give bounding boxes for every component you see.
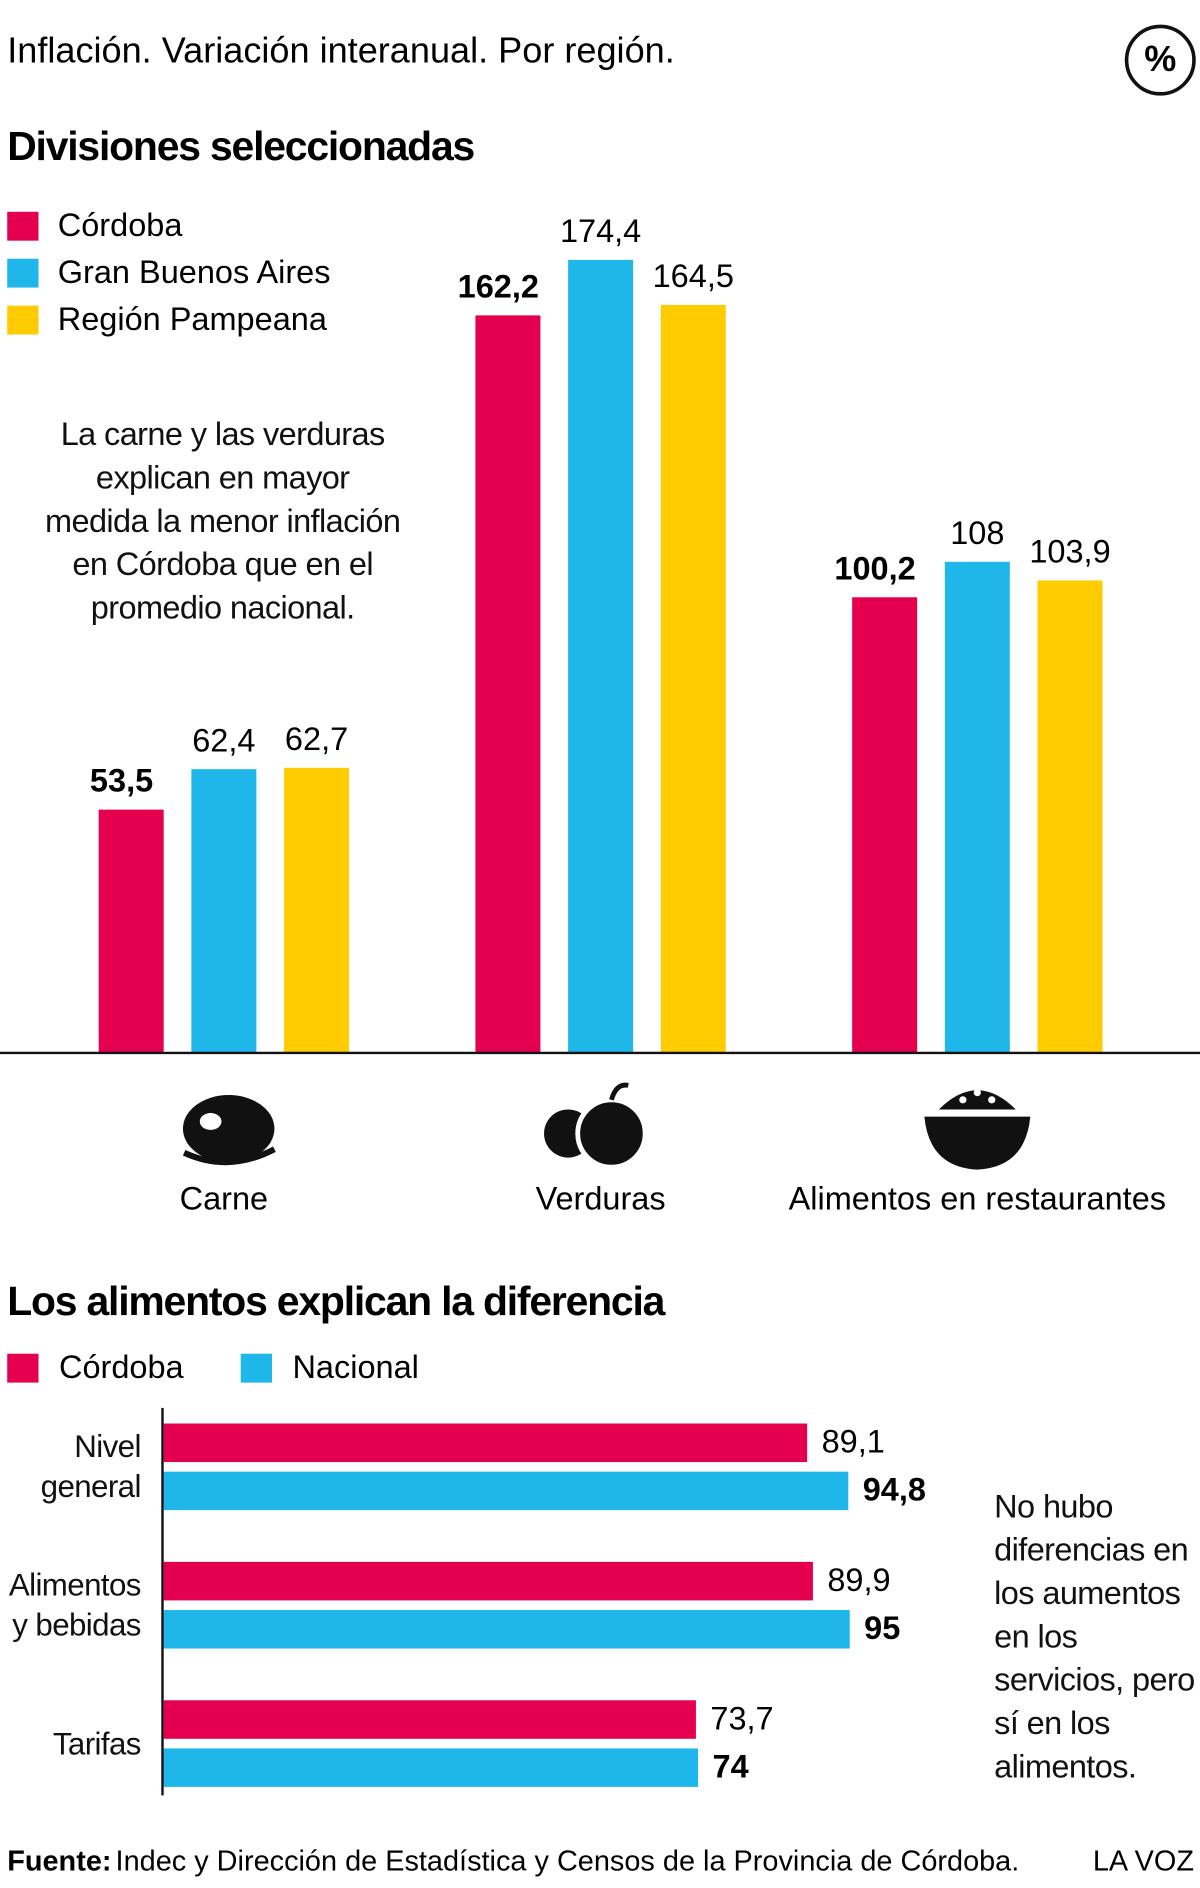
bar (163, 1423, 808, 1463)
value-label: 74 (713, 1748, 749, 1784)
value-label: 95 (864, 1610, 900, 1646)
value-label: 62,7 (285, 721, 348, 757)
category-label: Alimentos en restaurantes (789, 1180, 1166, 1216)
bar (852, 597, 918, 1053)
bar (568, 259, 634, 1053)
section-title: Los alimentos explican la diferencia (7, 1278, 666, 1324)
value-label: 174,4 (560, 213, 641, 249)
bar (284, 767, 350, 1053)
legend-label: Córdoba (58, 207, 184, 243)
vegetable-icon (544, 1082, 648, 1170)
value-label: 164,5 (653, 258, 734, 294)
bar (1037, 580, 1103, 1053)
value-label: 103,9 (1029, 534, 1110, 570)
legend-label: Gran Buenos Aires (58, 254, 331, 290)
bar (163, 1610, 850, 1649)
category-label: Nivel general (40, 1428, 142, 1505)
value-label: 94,8 (863, 1472, 926, 1508)
legend-swatch (240, 1353, 273, 1383)
category-label: Carne (180, 1180, 268, 1216)
legend-swatch (7, 1353, 39, 1383)
value-label: 108 (950, 515, 1004, 551)
value-label: 100,2 (834, 550, 915, 586)
bar (475, 315, 541, 1053)
category-label: Verduras (536, 1180, 666, 1216)
percent-badge (1124, 24, 1196, 96)
legend-label: Córdoba (59, 1349, 185, 1385)
annotation: No hubo diferencias en los aumentos en l… (994, 1488, 1195, 1785)
bar (660, 304, 726, 1053)
bar (163, 1471, 849, 1511)
brand: LA VOZ (1093, 1845, 1194, 1877)
legend-swatch (7, 305, 39, 335)
category-label: Tarifas (52, 1724, 142, 1762)
percent-badge-label: % (1144, 38, 1176, 79)
meat-icon (182, 1095, 276, 1166)
bar (191, 769, 257, 1053)
page-title: Inflación. Variación interanual. Por reg… (7, 29, 675, 70)
bar (163, 1561, 813, 1601)
legend-swatch (7, 258, 39, 288)
legend-swatch (7, 211, 39, 241)
value-label: 62,4 (192, 722, 255, 758)
bar (163, 1748, 699, 1787)
value-label: 89,9 (827, 1562, 890, 1598)
source-text: Indec y Dirección de Estadística y Censo… (116, 1845, 1020, 1877)
food-bowl-icon (924, 1088, 1031, 1170)
bar (944, 561, 1010, 1053)
category-label: Alimentos y bebidas (8, 1566, 142, 1643)
section-title: Divisiones seleccionadas (7, 123, 474, 169)
value-label: 162,2 (458, 268, 539, 304)
legend-label: Región Pampeana (58, 301, 328, 337)
source-label: Fuente: (7, 1845, 111, 1877)
value-label: 89,1 (822, 1424, 885, 1460)
bar (98, 809, 164, 1053)
value-label: 73,7 (710, 1700, 773, 1736)
bar (163, 1700, 696, 1739)
legend-label: Nacional (292, 1349, 418, 1385)
annotation: La carne y las verduras explican en mayo… (45, 416, 401, 626)
value-label: 53,5 (90, 763, 153, 799)
